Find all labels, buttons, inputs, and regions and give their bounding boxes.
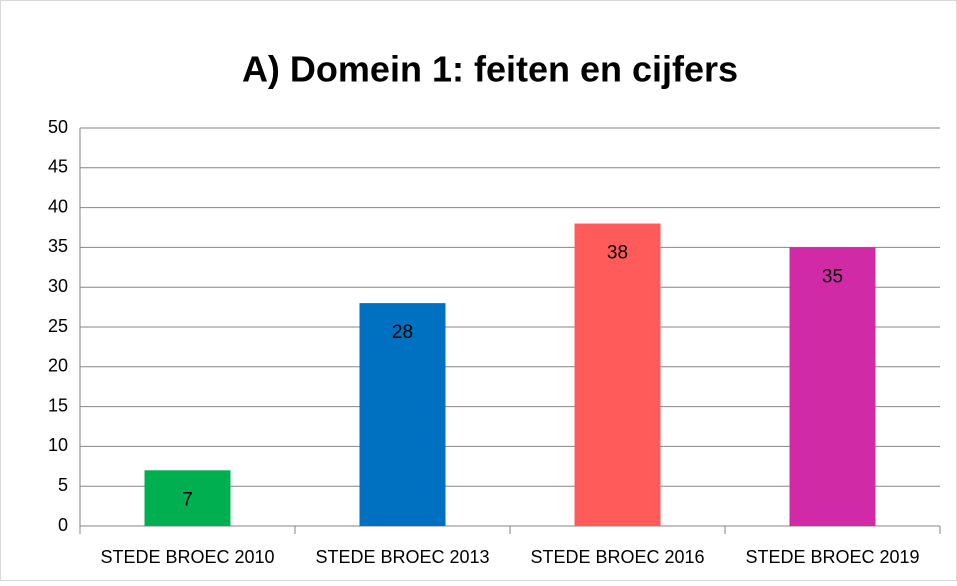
y-tick-label: 35 (48, 236, 68, 256)
bar (574, 223, 661, 526)
data-label: 35 (822, 266, 843, 287)
x-tick-label: STEDE BROEC 2016 (530, 547, 704, 567)
y-tick-label: 45 (48, 157, 68, 177)
data-label: 7 (182, 489, 193, 510)
y-tick-label: 0 (58, 515, 68, 535)
bar (144, 470, 231, 526)
y-tick-label: 25 (48, 316, 68, 336)
y-tick-label: 10 (48, 435, 68, 455)
x-tick-label: STEDE BROEC 2013 (315, 547, 489, 567)
chart-title: A) Domein 1: feiten en cijfers (242, 49, 738, 90)
y-tick-label: 50 (48, 117, 68, 137)
bar (789, 247, 876, 526)
y-tick-label: 30 (48, 276, 68, 296)
x-tick-label: STEDE BROEC 2010 (100, 547, 274, 567)
y-tick-label: 15 (48, 395, 68, 415)
data-label: 38 (607, 243, 628, 264)
y-tick-label: 40 (48, 196, 68, 216)
bar (359, 303, 446, 526)
data-label: 28 (392, 322, 413, 343)
x-tick-label: STEDE BROEC 2019 (745, 547, 919, 567)
y-tick-label: 5 (58, 475, 68, 495)
y-tick-label: 20 (48, 356, 68, 376)
